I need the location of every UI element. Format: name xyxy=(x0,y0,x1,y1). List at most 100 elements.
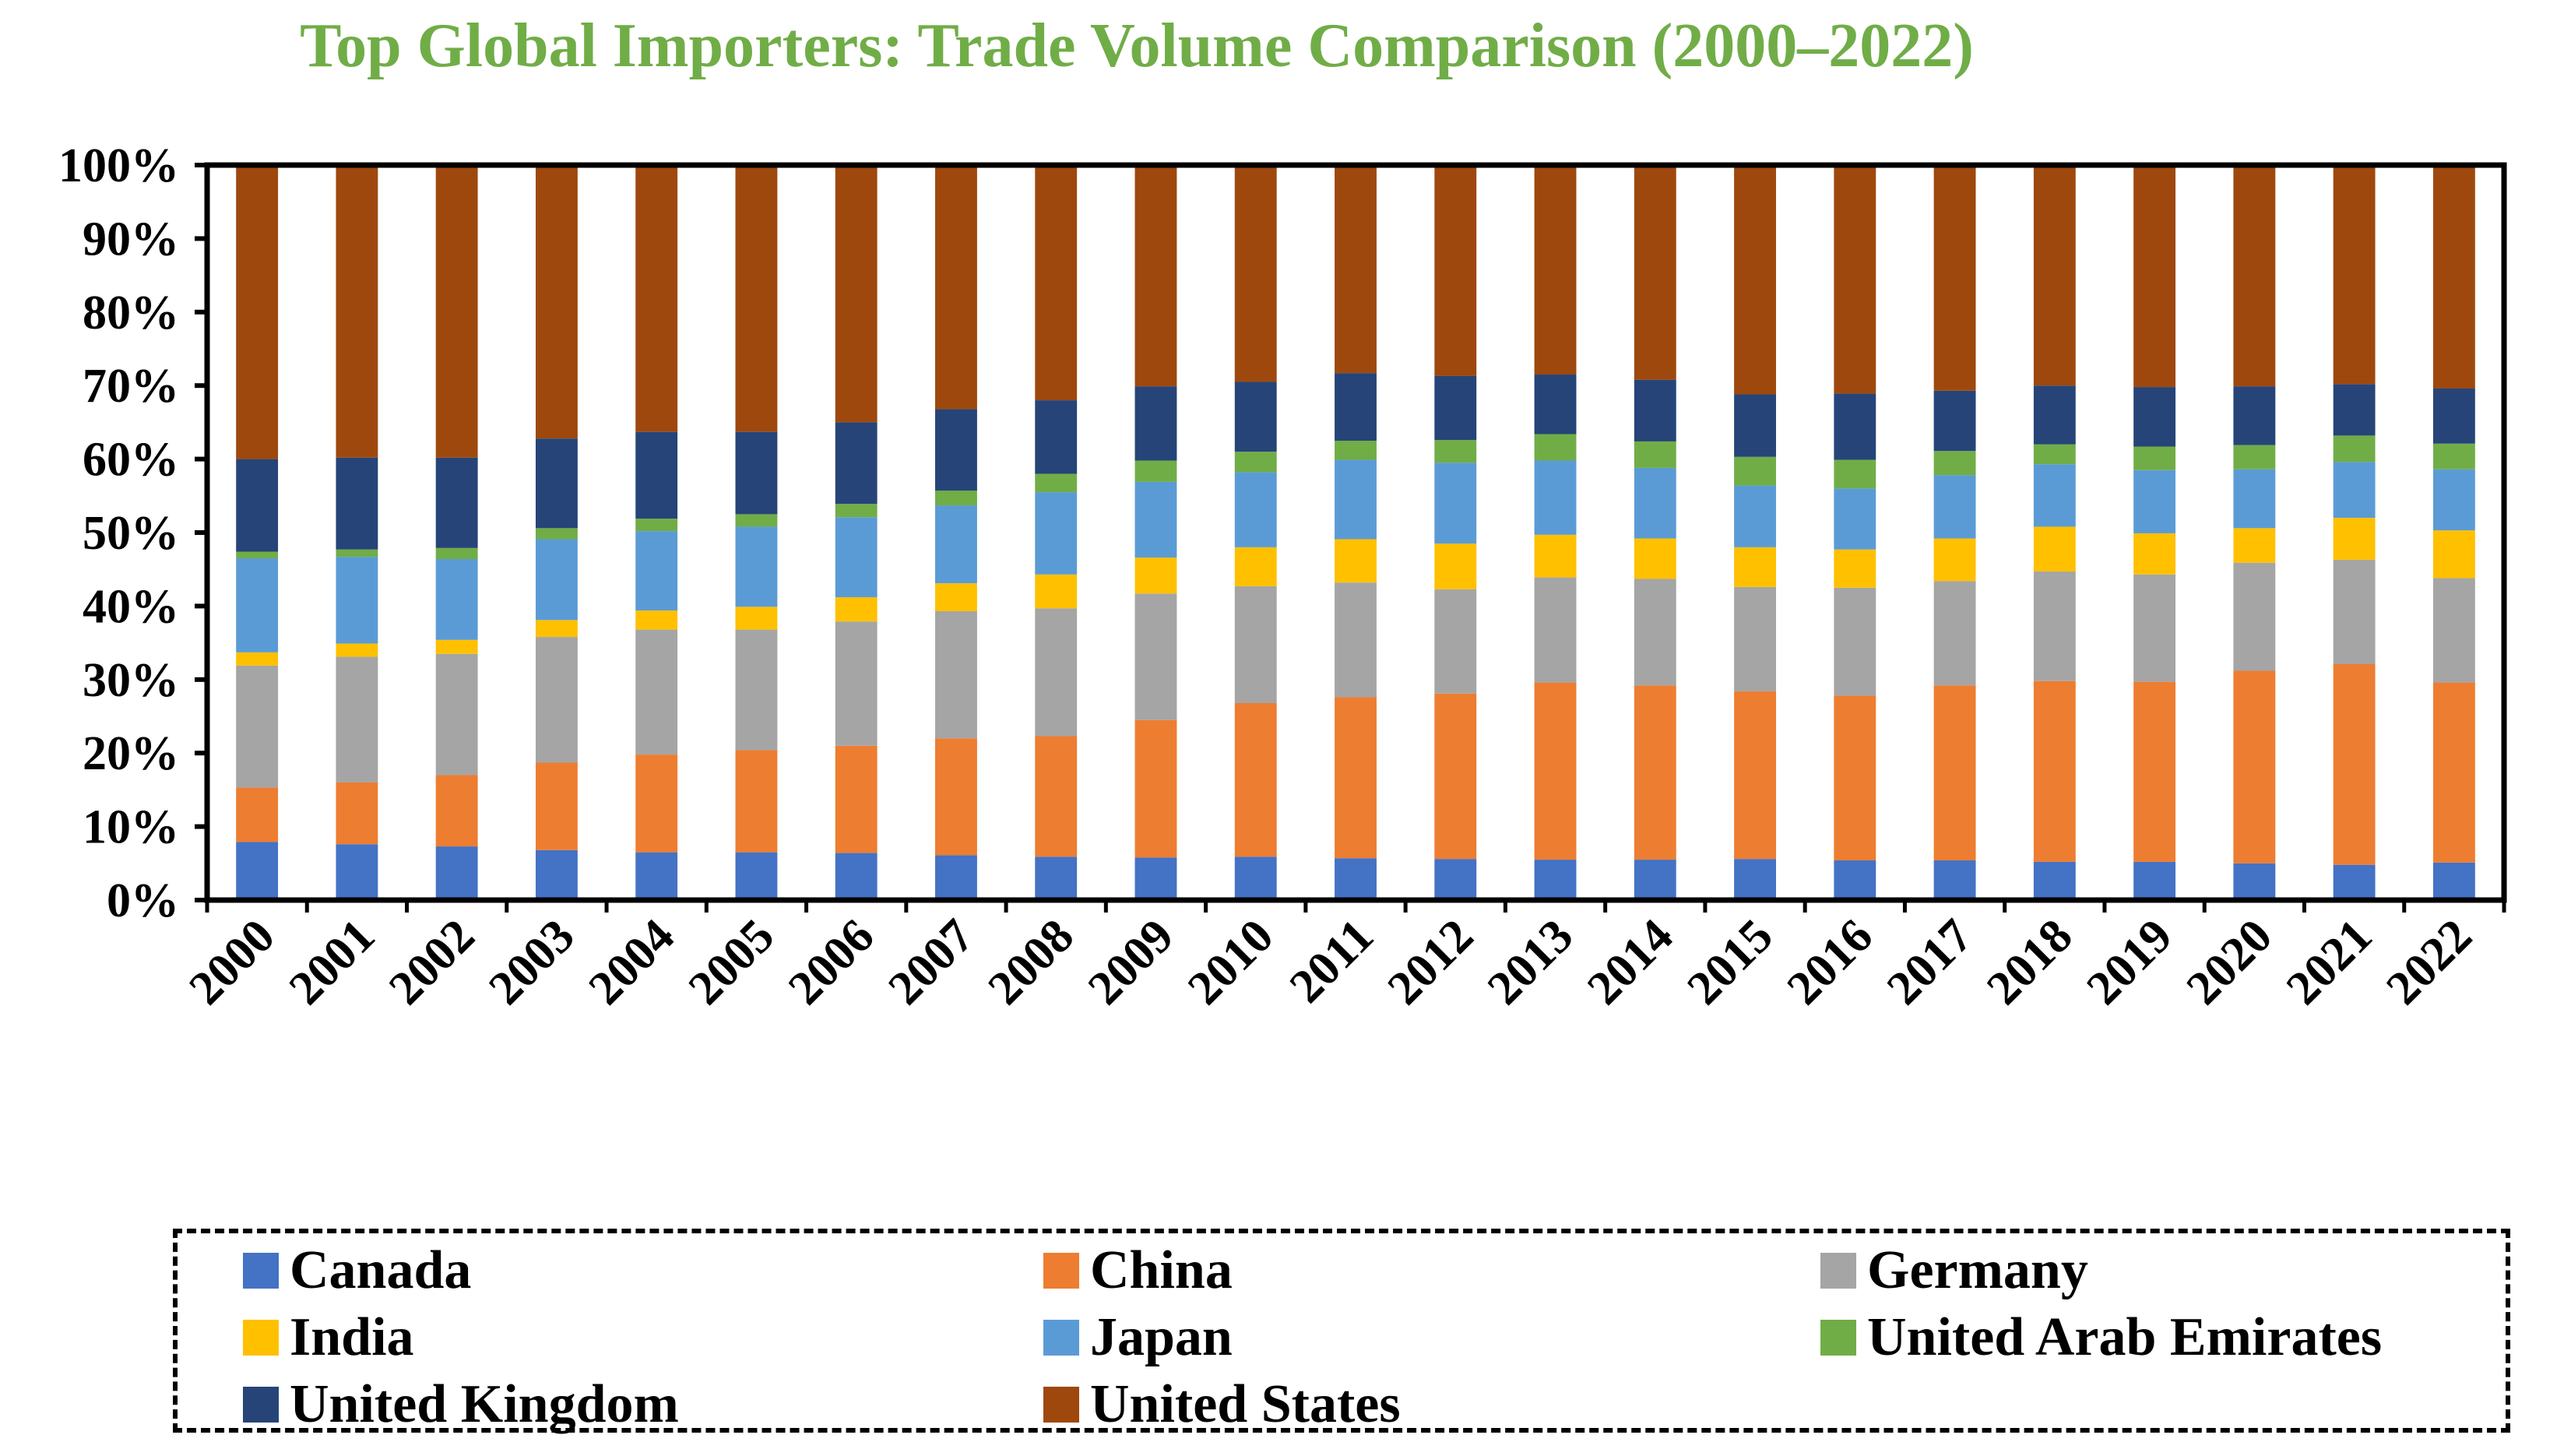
bar-united-arab-emirates-2008 xyxy=(1035,473,1078,493)
bar-india-2007 xyxy=(935,583,977,612)
bar-china-2014 xyxy=(1634,685,1676,860)
bar-india-2017 xyxy=(1933,538,1976,582)
legend-label: United Kingdom xyxy=(290,1374,679,1434)
bar-japan-2017 xyxy=(1933,475,1976,539)
bar-india-2021 xyxy=(2333,518,2376,560)
bar-canada-2007 xyxy=(935,855,977,900)
x-tick-label: 2022 xyxy=(2376,909,2482,1015)
x-tick-label: 2001 xyxy=(280,909,385,1015)
bar-china-2020 xyxy=(2233,670,2276,863)
bar-united-arab-emirates-2007 xyxy=(935,491,977,506)
bar-united-states-2007 xyxy=(935,165,977,410)
bar-japan-2006 xyxy=(835,517,878,598)
bar-united-arab-emirates-2016 xyxy=(1834,459,1876,489)
bar-canada-2017 xyxy=(1933,860,1976,900)
bar-india-2001 xyxy=(336,643,378,657)
bar-united-kingdom-2019 xyxy=(2133,387,2176,447)
bar-china-2001 xyxy=(336,782,378,845)
bar-united-kingdom-2014 xyxy=(1634,379,1676,441)
bar-canada-2016 xyxy=(1834,860,1876,900)
bar-united-kingdom-2003 xyxy=(535,438,578,529)
bar-united-kingdom-2002 xyxy=(435,457,478,548)
bar-japan-2008 xyxy=(1035,492,1078,575)
bar-united-states-2005 xyxy=(735,165,778,432)
bar-japan-2003 xyxy=(535,539,578,621)
legend-label: United Arab Emirates xyxy=(1867,1307,2383,1367)
bar-united-arab-emirates-2005 xyxy=(735,514,778,527)
y-tick-label: 50% xyxy=(83,507,179,560)
bar-united-arab-emirates-2011 xyxy=(1335,441,1377,460)
bar-germany-2007 xyxy=(935,611,977,739)
bar-china-2009 xyxy=(1134,719,1177,858)
legend-swatch xyxy=(1043,1253,1079,1289)
bar-china-2015 xyxy=(1734,691,1776,860)
y-tick-label: 0% xyxy=(107,874,179,927)
bar-india-2006 xyxy=(835,597,878,622)
bar-india-2004 xyxy=(635,610,678,630)
bar-germany-2010 xyxy=(1234,586,1277,704)
bar-germany-2014 xyxy=(1634,579,1676,686)
legend-label: United States xyxy=(1090,1374,1401,1434)
axis-layer xyxy=(195,162,2507,913)
legend-label: Canada xyxy=(290,1240,472,1300)
bar-united-kingdom-2013 xyxy=(1534,375,1577,434)
x-tick-label: 2018 xyxy=(1977,909,2083,1015)
y-tick-label: 40% xyxy=(83,580,179,633)
legend: Canada China Germany India Japan United Arab … xyxy=(173,1229,2510,1434)
legend-swatch xyxy=(1820,1253,1856,1289)
bar-united-states-2002 xyxy=(435,165,478,458)
x-tick-label: 2000 xyxy=(179,909,285,1015)
bar-germany-2001 xyxy=(336,656,378,783)
bar-united-kingdom-2018 xyxy=(2033,385,2076,445)
bar-germany-2015 xyxy=(1734,586,1776,691)
bar-china-2008 xyxy=(1035,736,1078,857)
bar-canada-2006 xyxy=(835,853,878,900)
legend-label: India xyxy=(290,1307,414,1367)
bar-united-states-2019 xyxy=(2133,165,2176,388)
bar-united-arab-emirates-2003 xyxy=(535,528,578,540)
y-tick-label: 70% xyxy=(83,360,179,413)
bar-united-arab-emirates-2019 xyxy=(2133,446,2176,470)
bar-united-arab-emirates-2004 xyxy=(635,519,678,532)
bar-japan-2021 xyxy=(2333,462,2376,519)
bar-united-kingdom-2008 xyxy=(1035,400,1078,474)
legend-item-germany: Germany xyxy=(1820,1238,2088,1303)
bar-india-2003 xyxy=(535,620,578,638)
bar-canada-2012 xyxy=(1434,859,1477,900)
bar-united-states-2004 xyxy=(635,165,678,432)
bar-japan-2016 xyxy=(1834,488,1876,550)
bar-japan-2009 xyxy=(1134,481,1177,558)
legend-swatch xyxy=(1043,1387,1079,1423)
bars-layer xyxy=(236,165,2475,900)
bar-india-2015 xyxy=(1734,547,1776,587)
bar-canada-2004 xyxy=(635,852,678,900)
x-tick-label: 2020 xyxy=(2176,909,2282,1015)
bar-germany-2006 xyxy=(835,621,878,746)
bar-india-2019 xyxy=(2133,533,2176,575)
legend-label: Germany xyxy=(1867,1240,2088,1300)
legend-swatch xyxy=(243,1253,279,1289)
bar-germany-2004 xyxy=(635,629,678,755)
bar-united-kingdom-2017 xyxy=(1933,390,1976,452)
bar-united-arab-emirates-2001 xyxy=(336,549,378,557)
bar-india-2002 xyxy=(435,639,478,654)
bar-japan-2020 xyxy=(2233,469,2276,529)
bar-united-kingdom-2005 xyxy=(735,431,778,515)
y-tick-label: 20% xyxy=(83,727,179,780)
bar-india-2016 xyxy=(1834,549,1876,588)
x-tick-label: 2017 xyxy=(1877,909,1983,1015)
bar-united-states-2017 xyxy=(1933,165,1976,391)
legend-swatch xyxy=(243,1387,279,1423)
y-tick-label: 60% xyxy=(83,434,179,487)
bar-china-2005 xyxy=(735,750,778,853)
bar-united-kingdom-2020 xyxy=(2233,386,2276,445)
bar-united-arab-emirates-2022 xyxy=(2432,443,2475,470)
legend-swatch xyxy=(1820,1320,1856,1356)
bar-china-2007 xyxy=(935,738,977,856)
bar-united-kingdom-2010 xyxy=(1234,382,1277,452)
bar-canada-2018 xyxy=(2033,861,2076,900)
bar-germany-2000 xyxy=(236,665,279,788)
bar-canada-2001 xyxy=(336,844,378,900)
bar-germany-2019 xyxy=(2133,574,2176,682)
x-tick-label: 2006 xyxy=(779,909,885,1015)
